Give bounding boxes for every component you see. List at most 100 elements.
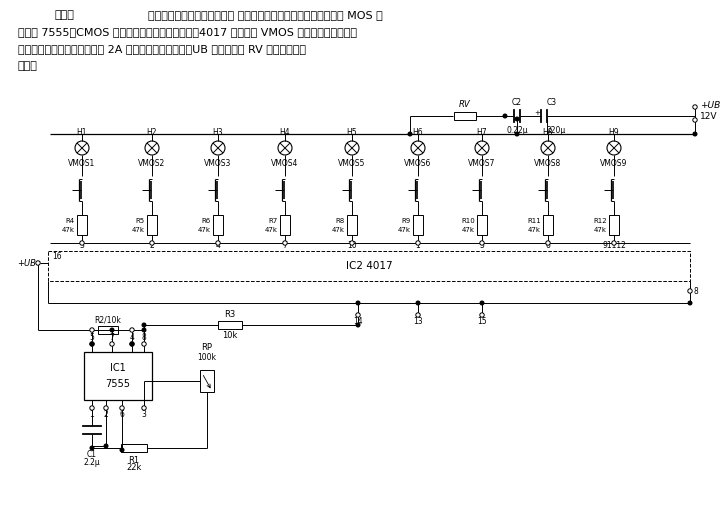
Text: H1: H1 xyxy=(77,128,87,137)
Text: R5: R5 xyxy=(136,218,145,224)
Text: 47k: 47k xyxy=(398,227,411,233)
Text: R1: R1 xyxy=(129,456,140,465)
Text: 8: 8 xyxy=(142,333,146,342)
Text: 47k: 47k xyxy=(332,227,345,233)
Text: +: + xyxy=(534,110,540,116)
Circle shape xyxy=(408,132,411,136)
Text: R6: R6 xyxy=(202,218,211,224)
Text: C3: C3 xyxy=(547,98,557,107)
Text: 47k: 47k xyxy=(265,227,278,233)
Text: R2/10k: R2/10k xyxy=(95,315,121,324)
Circle shape xyxy=(416,241,420,245)
Text: H7: H7 xyxy=(477,128,487,137)
Circle shape xyxy=(416,313,420,317)
Bar xyxy=(121,444,147,452)
Text: R3: R3 xyxy=(225,310,236,319)
Text: VMOS2: VMOS2 xyxy=(138,159,166,168)
Circle shape xyxy=(515,117,519,121)
Circle shape xyxy=(481,301,483,305)
Bar xyxy=(77,215,87,235)
Bar xyxy=(609,215,619,235)
Text: R11: R11 xyxy=(527,218,541,224)
Text: R12: R12 xyxy=(593,218,607,224)
Circle shape xyxy=(90,342,95,346)
Text: VMOS7: VMOS7 xyxy=(468,159,496,168)
Text: 47k: 47k xyxy=(62,227,75,233)
Text: 10k: 10k xyxy=(222,331,238,340)
Text: H9: H9 xyxy=(608,128,619,137)
Text: H5: H5 xyxy=(347,128,357,137)
Text: H4: H4 xyxy=(280,128,290,137)
Text: 10: 10 xyxy=(348,241,357,250)
Text: R9: R9 xyxy=(402,218,411,224)
Text: 2.2μ: 2.2μ xyxy=(84,458,100,467)
Circle shape xyxy=(356,301,360,305)
Text: +UB: +UB xyxy=(700,100,720,109)
Text: 13: 13 xyxy=(413,317,423,326)
Circle shape xyxy=(130,342,134,346)
Text: 3: 3 xyxy=(79,241,84,250)
Circle shape xyxy=(503,114,507,118)
Circle shape xyxy=(350,241,354,245)
Circle shape xyxy=(130,328,134,332)
Text: 3: 3 xyxy=(142,410,146,419)
Circle shape xyxy=(480,313,484,317)
Text: 5: 5 xyxy=(89,333,95,342)
Circle shape xyxy=(36,261,40,265)
Text: 0.22μ: 0.22μ xyxy=(506,126,528,135)
Text: 15: 15 xyxy=(477,317,487,326)
Bar xyxy=(413,215,423,235)
Circle shape xyxy=(546,241,550,245)
Text: VMOS5: VMOS5 xyxy=(338,159,366,168)
Text: H2: H2 xyxy=(147,128,157,137)
Circle shape xyxy=(130,342,134,346)
Circle shape xyxy=(90,342,94,346)
Circle shape xyxy=(356,323,360,327)
Circle shape xyxy=(142,323,146,327)
Text: 1: 1 xyxy=(416,241,420,250)
Text: VMOS8: VMOS8 xyxy=(534,159,562,168)
Text: 6: 6 xyxy=(119,410,124,419)
Text: R7: R7 xyxy=(269,218,278,224)
Bar xyxy=(147,215,157,235)
Text: 91112: 91112 xyxy=(602,241,626,250)
Text: 220μ: 220μ xyxy=(547,126,566,135)
Circle shape xyxy=(694,132,696,136)
Text: VMOS1: VMOS1 xyxy=(68,159,96,168)
Circle shape xyxy=(104,406,108,410)
Bar xyxy=(213,215,223,235)
Text: 电路只需很少的元件就可构成 一个循环光的定时控制电路。电路由 MOS 时: 电路只需很少的元件就可构成 一个循环光的定时控制电路。电路由 MOS 时 xyxy=(148,10,382,20)
Bar xyxy=(454,112,476,120)
Text: C1: C1 xyxy=(87,450,97,459)
Bar xyxy=(84,352,152,400)
Text: 7: 7 xyxy=(283,241,287,250)
Text: IC1: IC1 xyxy=(110,363,126,373)
Text: 12V: 12V xyxy=(700,111,718,121)
Text: VMOS6: VMOS6 xyxy=(404,159,432,168)
Circle shape xyxy=(688,289,692,293)
Text: H6: H6 xyxy=(413,128,423,137)
Text: +UB: +UB xyxy=(17,258,36,267)
Text: VMOS3: VMOS3 xyxy=(204,159,232,168)
Circle shape xyxy=(693,105,697,109)
Text: 47k: 47k xyxy=(462,227,475,233)
Text: 100k: 100k xyxy=(198,353,217,362)
Text: IC2 4017: IC2 4017 xyxy=(345,261,393,271)
Circle shape xyxy=(120,448,124,452)
Bar xyxy=(543,215,553,235)
Circle shape xyxy=(283,241,287,245)
Circle shape xyxy=(80,241,84,245)
Text: 47k: 47k xyxy=(132,227,145,233)
Bar xyxy=(477,215,487,235)
Text: VMOS9: VMOS9 xyxy=(601,159,627,168)
Text: R8: R8 xyxy=(336,218,345,224)
Text: 47k: 47k xyxy=(594,227,607,233)
Text: R4: R4 xyxy=(66,218,75,224)
Circle shape xyxy=(104,444,108,448)
Circle shape xyxy=(416,301,419,305)
Bar xyxy=(98,326,118,334)
Text: 7555: 7555 xyxy=(105,379,131,389)
Circle shape xyxy=(90,446,94,450)
Text: R10: R10 xyxy=(461,218,475,224)
Text: H8: H8 xyxy=(543,128,553,137)
